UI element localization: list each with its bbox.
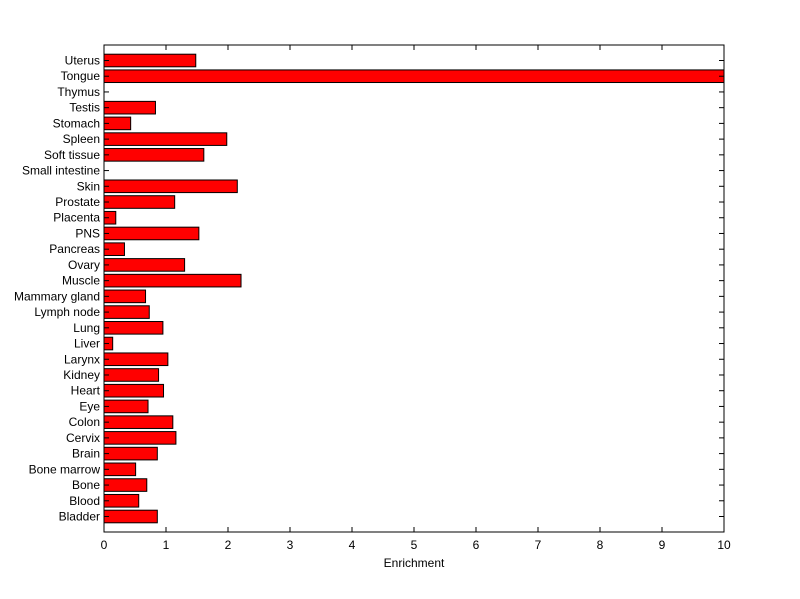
y-tick-label: Skin: [77, 179, 100, 193]
x-tick-label: 10: [717, 538, 731, 552]
y-tick-label: Testis: [69, 101, 100, 115]
x-tick-label: 9: [659, 538, 666, 552]
bar-tongue: [103, 69, 725, 84]
x-tick-label: 3: [287, 538, 294, 552]
y-tick-label: Bladder: [59, 510, 100, 524]
y-tick-label: Soft tissue: [44, 148, 100, 162]
bar-lung: [103, 321, 164, 335]
bar-prostate: [103, 195, 176, 209]
y-tick-label: Blood: [69, 494, 100, 508]
x-tick-label: 1: [163, 538, 170, 552]
bar-larynx: [103, 352, 169, 367]
x-tick-label: 8: [597, 538, 604, 552]
y-tick-label: Liver: [74, 337, 100, 351]
bar-ovary: [103, 258, 186, 272]
x-tick-label: 7: [535, 538, 542, 552]
y-tick-label: Bone: [72, 478, 100, 492]
y-tick-label: Tongue: [61, 69, 101, 83]
plot-area: [104, 45, 724, 532]
y-tick-label: Lymph node: [34, 305, 100, 319]
x-tick-label: 2: [225, 538, 232, 552]
y-tick-label: Ovary: [68, 258, 100, 272]
y-tick-label: Muscle: [62, 274, 100, 288]
bar-soft-tissue: [103, 148, 205, 162]
x-tick-label: 6: [473, 538, 480, 552]
y-tick-label: PNS: [75, 226, 100, 240]
x-axis-title: Enrichment: [384, 556, 445, 570]
y-tick-label: Eye: [79, 399, 100, 413]
bar-pns: [103, 226, 200, 241]
bar-spleen: [103, 132, 228, 146]
bar-skin: [103, 179, 238, 194]
bar-uterus: [103, 53, 197, 68]
bar-eye: [103, 399, 149, 414]
y-tick-label: Brain: [72, 447, 100, 461]
y-tick-label: Larynx: [64, 352, 100, 366]
bar-colon: [103, 415, 174, 429]
x-tick-label: 0: [101, 538, 108, 552]
y-tick-label: Uterus: [65, 54, 100, 68]
bar-muscle: [103, 273, 242, 288]
bar-lymph-node: [103, 305, 150, 319]
x-tick-label: 4: [349, 538, 356, 552]
x-axis: 0 1 2 3 4 5 6 7 8 9 10: [101, 45, 731, 552]
bar-kidney: [103, 368, 160, 382]
y-tick-label: Cervix: [66, 431, 100, 445]
y-tick-label: Colon: [69, 415, 100, 429]
y-tick-label: Prostate: [55, 195, 100, 209]
y-tick-label: Mammary gland: [14, 289, 100, 303]
y-tick-label: Stomach: [53, 116, 100, 130]
bar-brain: [103, 446, 158, 461]
bar-cervix: [103, 431, 177, 445]
y-tick-label: Lung: [73, 321, 100, 335]
y-tick-label: Placenta: [53, 211, 100, 225]
y-tick-label: Bone marrow: [29, 462, 101, 476]
bar-blood: [103, 493, 140, 508]
y-tick-label: Small intestine: [22, 164, 100, 178]
bar-testis: [103, 100, 156, 115]
y-tick-label: Thymus: [57, 85, 100, 99]
y-tick-label: Kidney: [63, 368, 100, 382]
bar-heart: [103, 383, 165, 398]
y-tick-label: Heart: [71, 384, 101, 398]
bar-mammary-gland: [103, 289, 147, 304]
y-tick-label: Spleen: [63, 132, 100, 146]
bar-bone: [103, 478, 148, 492]
x-tick-label: 5: [411, 538, 418, 552]
y-tick-label: Pancreas: [49, 242, 100, 256]
bar-bladder: [103, 509, 158, 524]
